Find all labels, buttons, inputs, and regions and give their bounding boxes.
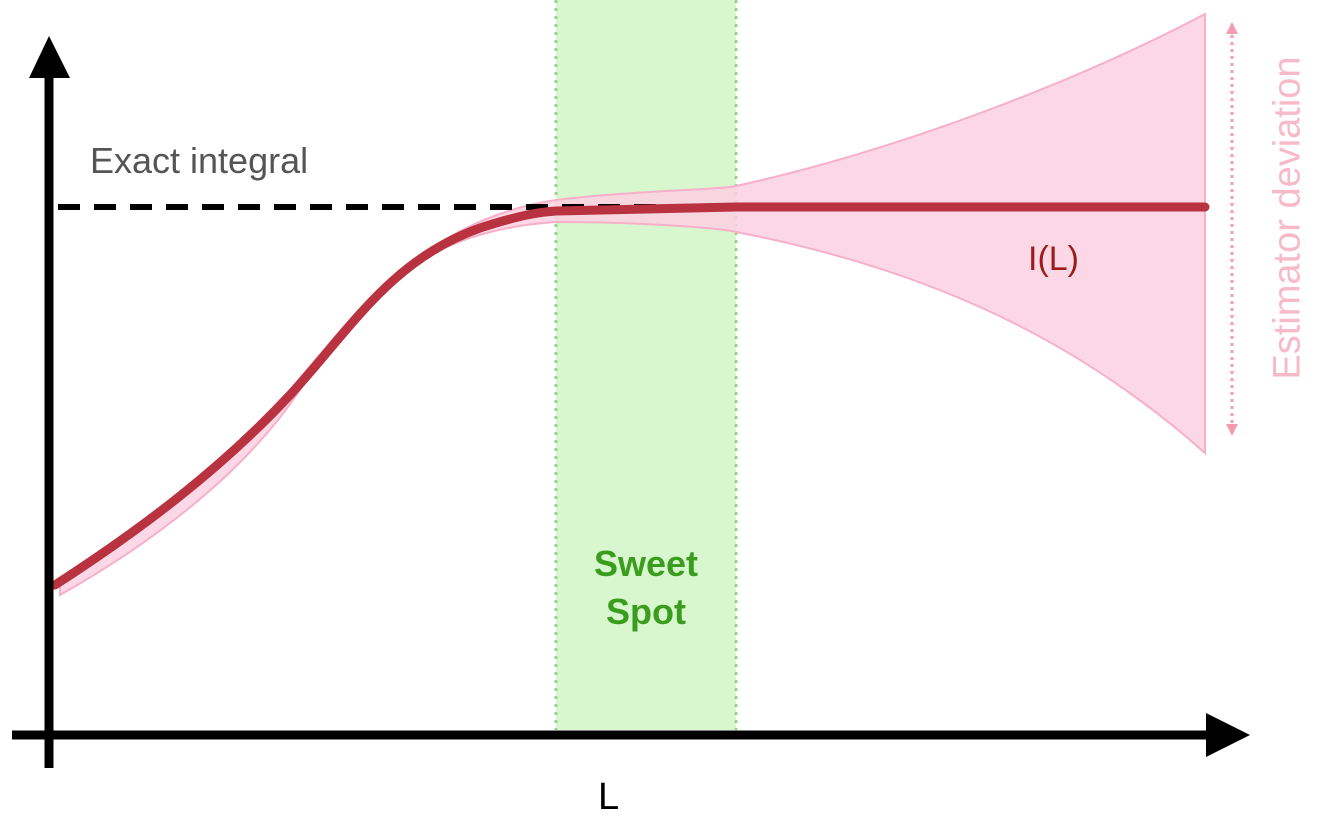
sweet-spot-region	[556, 0, 736, 730]
x-axis-label: L	[598, 776, 620, 818]
exact-integral-label: Exact integral	[90, 140, 309, 181]
x-axis-arrowhead	[1206, 713, 1250, 757]
estimator-deviation-label: Estimator deviation	[1266, 56, 1309, 380]
curve-label: I(L)	[1028, 240, 1079, 278]
sweet-spot-label: Sweet Spot	[593, 543, 699, 632]
il-curve	[50, 202, 1210, 590]
y-axis-arrowhead	[29, 36, 70, 78]
